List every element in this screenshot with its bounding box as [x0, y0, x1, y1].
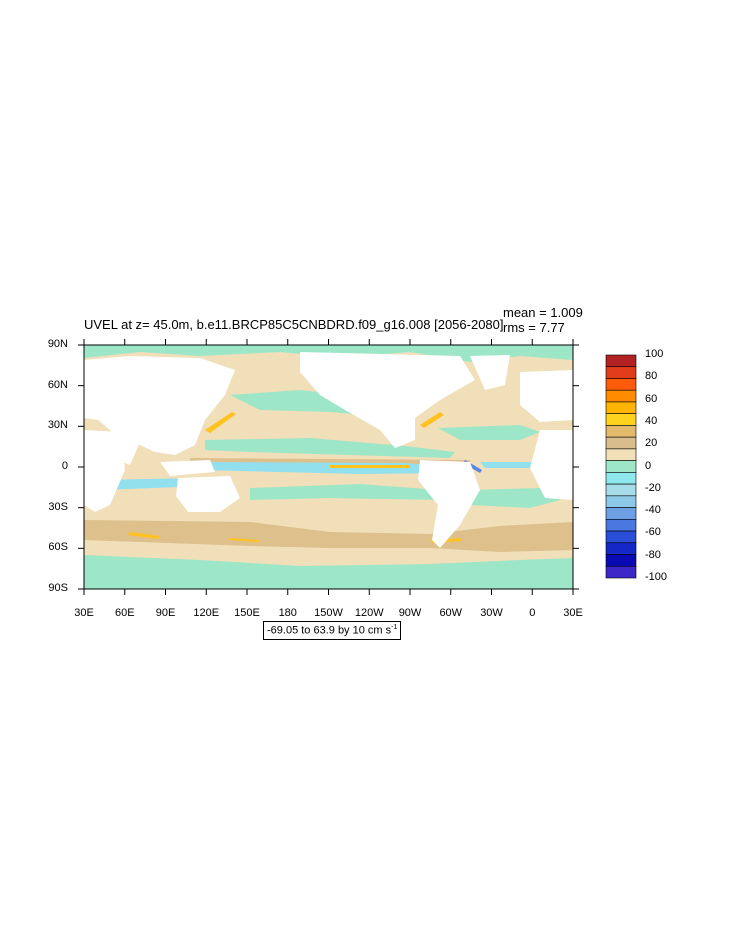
south-pacific-band — [250, 484, 440, 500]
lon-tick-label: 30E — [74, 607, 94, 619]
south-america-land — [418, 460, 480, 548]
plot-title: UVEL at z= 45.0m, b.e11.BRCP85C5CNBDRD.f… — [84, 317, 504, 332]
lon-tick-label: 90W — [398, 607, 422, 619]
eurasia-africa-land — [84, 356, 235, 455]
land-mask — [84, 352, 573, 548]
unit-exponent: -1 — [391, 624, 398, 631]
north-atlantic-band — [438, 425, 540, 440]
lon-tick-label: 150W — [314, 607, 343, 619]
colorbar-swatch — [605, 483, 637, 497]
contour-range-text: -69.05 to 63.9 by 10 cm s — [267, 624, 392, 637]
colorbar-label: 40 — [645, 414, 658, 427]
colorbar-swatch — [605, 401, 637, 414]
colorbar-swatch — [605, 366, 637, 379]
colorbar-swatch — [605, 425, 637, 438]
colorbar-swatch — [605, 378, 637, 391]
colorbar-label: 0 — [645, 459, 652, 472]
colorbar-swatch — [605, 565, 637, 579]
lon-tick-label: 180 — [278, 607, 297, 619]
lon-tick-label: 150E — [234, 607, 260, 619]
lat-tick-label: 0 — [61, 460, 68, 472]
lon-tick-label: 0 — [529, 607, 536, 619]
africa-land — [84, 430, 125, 512]
acc-streak-1 — [128, 532, 160, 539]
rms-value: rms = 7.77 — [503, 320, 565, 335]
colorbar-swatch — [605, 530, 637, 544]
colorbar-swatch — [605, 554, 637, 567]
lat-tick-label: 90N — [47, 338, 68, 350]
equatorial-undercurrent — [330, 465, 410, 468]
africa-east-land — [530, 430, 573, 500]
lon-tick-label: 30E — [563, 607, 583, 619]
maritime-continent — [160, 460, 215, 476]
colorbar-swatch — [605, 354, 637, 368]
colorbar-label: -80 — [645, 548, 661, 561]
colorbar-swatch — [605, 542, 637, 555]
colorbar-label: -40 — [645, 504, 661, 517]
lon-tick-label: 30W — [480, 607, 503, 619]
lon-tick-label: 90E — [155, 607, 176, 619]
colorbar-swatch — [605, 519, 637, 532]
kuroshio-current — [205, 412, 236, 433]
colorbar-swatch — [605, 460, 637, 473]
colorbar-label: -20 — [645, 481, 661, 494]
lon-tick-label: 120E — [193, 607, 220, 619]
lat-tick-label: 90S — [48, 582, 68, 594]
colorbar-label: 80 — [645, 370, 658, 383]
colorbar-swatch — [605, 448, 637, 461]
lat-tick-label: 30N — [47, 419, 68, 432]
colorbar-label: -100 — [645, 571, 668, 583]
north-america-land — [300, 352, 475, 448]
mean-value: mean = 1.009 — [503, 305, 583, 320]
antarctic-band — [84, 555, 573, 589]
colorbar-label: -60 — [645, 526, 661, 539]
lat-tick-label: 60S — [48, 541, 68, 554]
colorbar — [605, 354, 637, 579]
greenland-land — [470, 355, 510, 390]
southern-ocean-tan — [84, 520, 573, 552]
colorbar-swatch — [605, 507, 637, 520]
colorbar-label: 20 — [645, 437, 658, 450]
colorbar-swatch — [605, 413, 637, 426]
contour-range-box: -69.05 to 63.9 by 10 cm s-1 — [263, 621, 402, 640]
lat-tick-label: 30S — [48, 500, 68, 513]
south-atlantic-band — [470, 488, 560, 508]
australia-land — [176, 476, 240, 512]
acc-streak-3 — [228, 538, 260, 542]
gulf-stream — [420, 412, 444, 428]
colorbar-swatch — [605, 472, 637, 485]
europe-land — [520, 370, 573, 422]
lon-tick-label: 60W — [439, 607, 463, 619]
axis-ticks — [78, 339, 579, 595]
lon-tick-label: 120W — [354, 607, 384, 619]
colorbar-swatch — [605, 389, 637, 403]
colorbar-label: 100 — [645, 348, 664, 360]
colorbar-swatch — [605, 436, 637, 450]
north-tropical-band — [205, 438, 455, 458]
lon-tick-label: 60E — [114, 607, 135, 619]
lat-tick-label: 60N — [47, 378, 68, 391]
colorbar-swatch — [605, 495, 637, 508]
colorbar-label: 60 — [645, 392, 658, 405]
atlantic-equatorial-band — [480, 462, 545, 468]
